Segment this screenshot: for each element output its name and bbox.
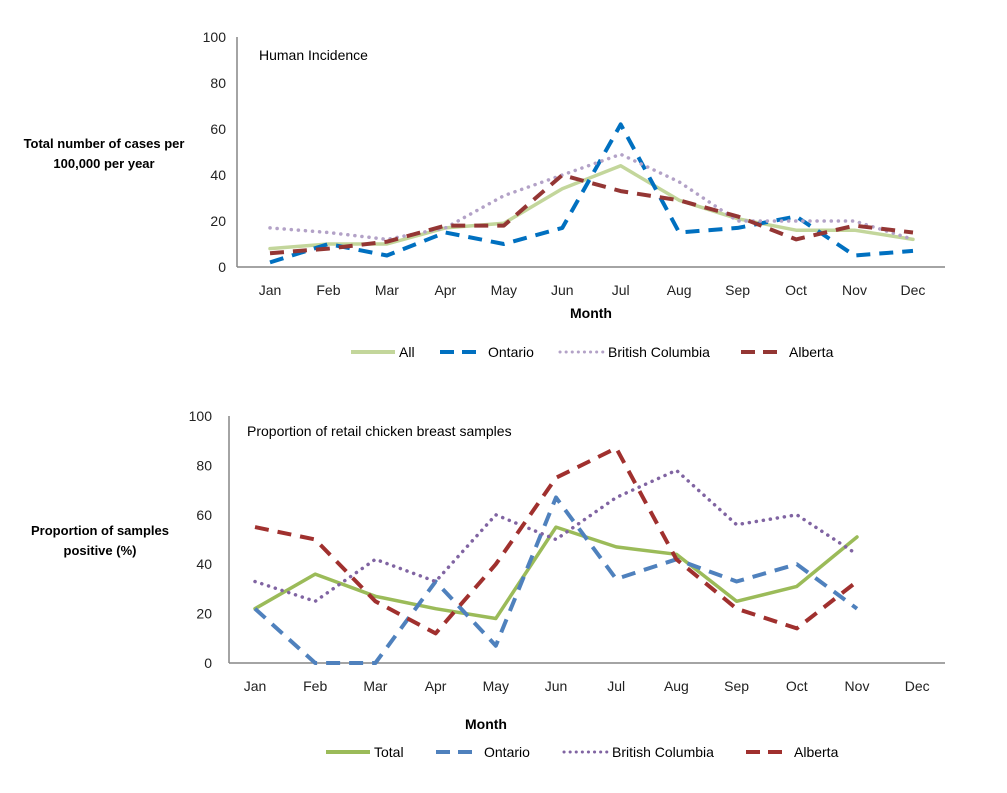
x-tick-label: Jan xyxy=(244,678,267,694)
x-tick-label: Dec xyxy=(905,678,930,694)
x-tick-label: Sep xyxy=(725,282,750,298)
x-tick-label: May xyxy=(491,282,517,298)
x-tick-label: Oct xyxy=(785,282,807,298)
legend: All Ontario British Columbia Alberta xyxy=(351,344,834,360)
y-axis-label-line-2: positive (%) xyxy=(64,543,137,558)
legend-label: Alberta xyxy=(794,744,839,760)
y-tick-label: 40 xyxy=(210,167,226,183)
legend-item: British Columbia xyxy=(562,744,714,760)
legend-label: Total xyxy=(374,744,404,760)
series-line-alberta xyxy=(254,446,859,636)
y-tick-label: 20 xyxy=(210,213,226,229)
x-tick-label: Jul xyxy=(607,678,625,694)
x-tick-label: Jan xyxy=(259,282,282,298)
x-tick-label: Jun xyxy=(545,678,568,694)
legend-item: Alberta xyxy=(746,744,839,760)
chart-title: Proportion of retail chicken breast samp… xyxy=(247,423,512,439)
x-tick-label: Oct xyxy=(786,678,808,694)
legend-item: Ontario xyxy=(436,744,530,760)
legend-item: Total xyxy=(326,744,404,760)
y-tick-label: 80 xyxy=(196,457,212,473)
x-tick-label: Feb xyxy=(303,678,327,694)
series-group xyxy=(268,122,915,265)
x-tick-label: Jun xyxy=(551,282,574,298)
x-tick-label: Mar xyxy=(375,282,399,298)
x-tick-label: Nov xyxy=(842,282,867,298)
x-tick-label: Aug xyxy=(664,678,689,694)
y-axis-label-line-1: Total number of cases per xyxy=(24,136,185,151)
series-line-alberta xyxy=(269,173,914,256)
legend-label: All xyxy=(399,344,415,360)
x-tick-label: Dec xyxy=(900,282,925,298)
legend-item: Alberta xyxy=(741,344,834,360)
legend-item: All xyxy=(351,344,415,360)
x-tick-label: Mar xyxy=(363,678,387,694)
legend: Total Ontario British Columbia Alberta xyxy=(326,744,839,760)
retail-chicken-chart: Proportion of retail chicken breast samp… xyxy=(31,408,945,760)
x-tick-label: Apr xyxy=(434,282,456,298)
series-line-british-columbia xyxy=(268,152,915,242)
y-tick-label: 80 xyxy=(210,75,226,91)
axes xyxy=(236,37,945,268)
y-axis-label-line-1: Proportion of samples xyxy=(31,523,169,538)
series-line-british-columbia xyxy=(253,468,859,604)
y-tick-label: 0 xyxy=(218,259,226,275)
y-ticks: 0 20 40 60 80 100 xyxy=(203,29,227,275)
series-line-ontario xyxy=(269,122,914,265)
x-tick-label: Aug xyxy=(667,282,692,298)
y-tick-label: 40 xyxy=(196,556,212,572)
legend-label: British Columbia xyxy=(608,344,710,360)
y-tick-label: 20 xyxy=(196,606,212,622)
legend-item: Ontario xyxy=(440,344,534,360)
legend-label: Ontario xyxy=(484,744,530,760)
x-axis-label: Month xyxy=(570,305,612,321)
x-tick-label: Feb xyxy=(316,282,340,298)
series-line-total xyxy=(253,525,859,621)
legend-label: Ontario xyxy=(488,344,534,360)
y-tick-label: 100 xyxy=(189,408,213,424)
axes xyxy=(228,416,945,664)
y-tick-label: 60 xyxy=(196,507,212,523)
series-group xyxy=(253,446,859,665)
legend-label: British Columbia xyxy=(612,744,714,760)
series-line-all xyxy=(268,164,915,251)
series-line-ontario xyxy=(253,495,859,665)
legend-item: British Columbia xyxy=(558,344,710,360)
y-axis-label-line-2: 100,000 per year xyxy=(53,156,154,171)
x-tick-label: Jul xyxy=(612,282,630,298)
y-tick-label: 60 xyxy=(210,121,226,137)
chart-title: Human Incidence xyxy=(259,47,368,63)
x-ticks: Jan Feb Mar Apr May Jun Jul Aug Sep Oct Nov Dec xyxy=(259,282,926,298)
y-tick-label: 0 xyxy=(204,655,212,671)
y-ticks: 0 20 40 60 80 100 xyxy=(189,408,213,671)
human-incidence-chart: Human Incidence Total number of cases pe… xyxy=(24,29,945,360)
x-tick-label: Sep xyxy=(724,678,749,694)
x-tick-label: May xyxy=(483,678,509,694)
x-ticks: Jan Feb Mar Apr May Jun Jul Aug Sep Oct Nov Dec xyxy=(244,678,930,694)
x-tick-label: Nov xyxy=(845,678,870,694)
legend-label: Alberta xyxy=(789,344,834,360)
x-axis-label: Month xyxy=(465,716,507,732)
x-tick-label: Apr xyxy=(425,678,447,694)
y-tick-label: 100 xyxy=(203,29,227,45)
